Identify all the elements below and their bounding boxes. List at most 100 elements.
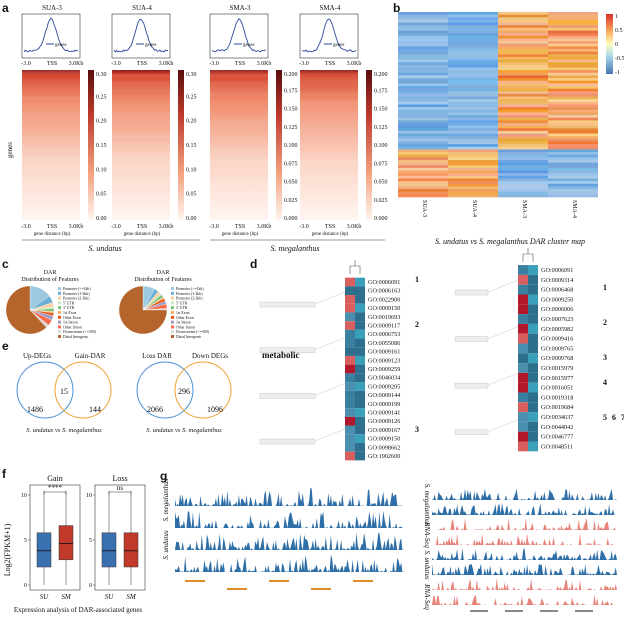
heatmap-row xyxy=(22,111,80,115)
label: Distribution of Features xyxy=(21,276,79,283)
heatmap-row xyxy=(22,89,80,93)
label: gene distance (bp) xyxy=(124,232,161,237)
colorbar xyxy=(366,70,372,220)
heatmap-cell xyxy=(398,104,448,108)
heatmap-row xyxy=(300,100,358,104)
heatmap-cell xyxy=(548,123,598,126)
go-cell xyxy=(518,412,528,422)
heatmap-cell xyxy=(398,25,448,29)
label: genes xyxy=(333,43,344,48)
heatmap-cell xyxy=(548,194,598,198)
coverage-track xyxy=(432,488,617,500)
heatmap-cell xyxy=(398,191,448,195)
connector xyxy=(314,428,346,442)
heatmap-row xyxy=(22,70,80,74)
heatmap-cell xyxy=(398,128,448,132)
heatmap-cell xyxy=(548,170,598,174)
label: Promoter (2-3kb) xyxy=(176,297,203,301)
heatmap-cell xyxy=(398,107,448,111)
heatmap-cell xyxy=(548,117,598,121)
go-cell xyxy=(518,441,528,452)
label: GO:0009205 xyxy=(368,383,400,390)
heatmap-cell xyxy=(448,152,498,156)
heatmap-cell xyxy=(548,167,598,171)
go-cell xyxy=(528,392,538,403)
go-cell xyxy=(528,304,538,315)
heatmap-row xyxy=(300,126,358,130)
label: 1 xyxy=(615,14,618,20)
label: 3.0Kb xyxy=(347,61,362,67)
go-cell xyxy=(518,284,528,295)
label: 5 xyxy=(89,538,92,544)
label: GO:0046034 xyxy=(368,375,400,382)
heatmap-cell xyxy=(398,80,448,84)
heatmap-cell xyxy=(448,194,498,198)
label: TSS xyxy=(325,224,335,230)
heatmap-cell xyxy=(548,19,598,23)
heatmap-cell xyxy=(398,181,448,185)
heatmap-cell xyxy=(498,30,548,34)
go-cell xyxy=(345,451,355,461)
label: g xyxy=(160,469,167,483)
label: GO:0006091 xyxy=(541,267,573,274)
label: 3.0Kb xyxy=(159,61,174,67)
heatmap-row xyxy=(210,130,268,134)
dendrogram xyxy=(349,260,361,274)
heatmap-cell xyxy=(548,38,598,42)
label: 0.15 xyxy=(186,143,197,149)
heatmap-cell xyxy=(448,93,498,97)
heatmap-cell xyxy=(498,107,548,111)
heatmap-cell xyxy=(498,75,548,79)
heatmap-cell xyxy=(398,43,448,47)
go-cell xyxy=(528,323,538,334)
heatmap-cell xyxy=(548,88,598,92)
sig-bracket xyxy=(43,491,67,495)
gene-model xyxy=(185,580,205,582)
heatmap-cell xyxy=(448,49,498,52)
connector xyxy=(314,337,346,350)
profile-box xyxy=(299,13,359,59)
heatmap-cell xyxy=(548,183,598,187)
heatmap-cell xyxy=(448,72,498,76)
legend-swatch xyxy=(171,287,174,290)
heatmap-row xyxy=(300,152,358,157)
heatmap-cell xyxy=(448,38,498,42)
go-cell xyxy=(528,412,538,422)
go-cell xyxy=(528,343,538,354)
heatmap-row xyxy=(22,216,80,220)
go-cell xyxy=(518,392,528,403)
heatmap-cell xyxy=(448,17,498,21)
heatmap-cell xyxy=(448,170,498,174)
go-cell xyxy=(345,338,355,348)
label: Log2(FPKM+1) xyxy=(3,523,12,576)
label: GO:0015979 xyxy=(541,365,573,372)
heatmap-cell xyxy=(498,186,548,190)
label: 0.20 xyxy=(96,119,107,125)
go-cell xyxy=(355,434,365,443)
heatmap-cell xyxy=(548,101,598,105)
label: GO:0009768 xyxy=(541,355,573,362)
label: b xyxy=(393,1,400,15)
heatmap-cell xyxy=(398,27,448,31)
heatmap-row xyxy=(300,81,358,85)
go-cell xyxy=(355,338,365,348)
heatmap-row xyxy=(112,70,170,74)
heatmap-row xyxy=(210,81,268,85)
heatmap-row xyxy=(300,70,358,74)
heatmap-row xyxy=(210,193,268,198)
heatmap-cell xyxy=(448,78,498,82)
label: GO:0046777 xyxy=(541,434,573,441)
heatmap-cell xyxy=(398,125,448,129)
heatmap-cell xyxy=(398,99,448,103)
heatmap-cell xyxy=(448,86,498,89)
heatmap-cell xyxy=(398,56,448,60)
label: 0.075 xyxy=(284,161,298,167)
connector xyxy=(487,279,519,293)
label: S. megalanthus xyxy=(423,484,431,527)
heatmap-cell xyxy=(498,59,548,63)
go-cell xyxy=(355,390,365,400)
heatmap-cell xyxy=(498,162,548,166)
heatmap-cell xyxy=(448,149,498,153)
label: 0.25 xyxy=(96,94,107,100)
heatmap-cell xyxy=(498,120,548,124)
